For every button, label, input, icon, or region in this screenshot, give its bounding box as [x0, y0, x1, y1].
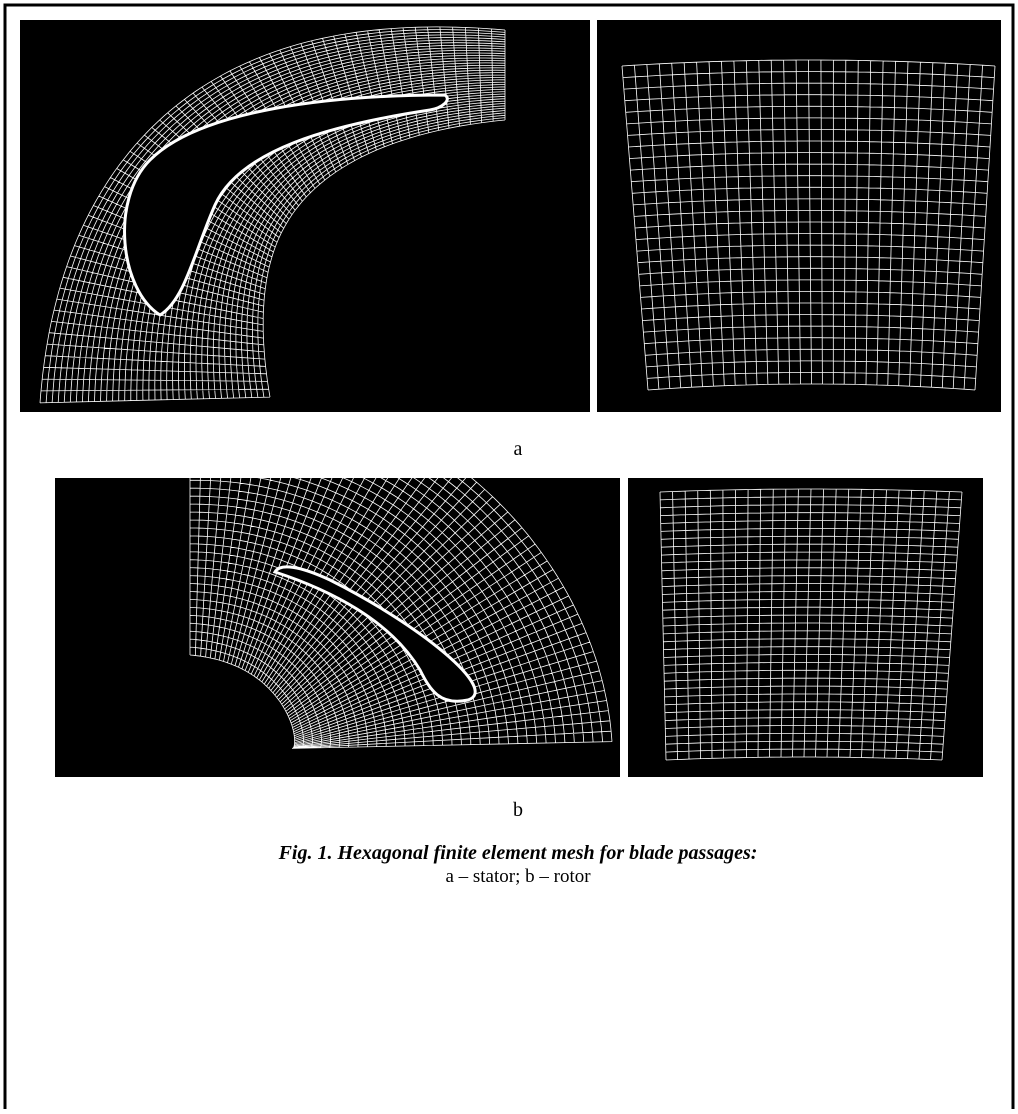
stator-passage-panel: [20, 20, 590, 412]
caption-text: a – stator; b – rotor: [445, 866, 591, 887]
panel-label: b: [513, 799, 523, 821]
panel-label: a: [514, 438, 523, 460]
page: a b Fig. 1. Hexagonal finite element mes…: [0, 0, 1018, 1114]
figure: a b Fig. 1. Hexagonal finite element mes…: [0, 0, 1018, 1109]
rotor-passage-panel: [55, 478, 620, 777]
caption-title: Fig. 1. Hexagonal finite element mesh fo…: [278, 842, 758, 864]
